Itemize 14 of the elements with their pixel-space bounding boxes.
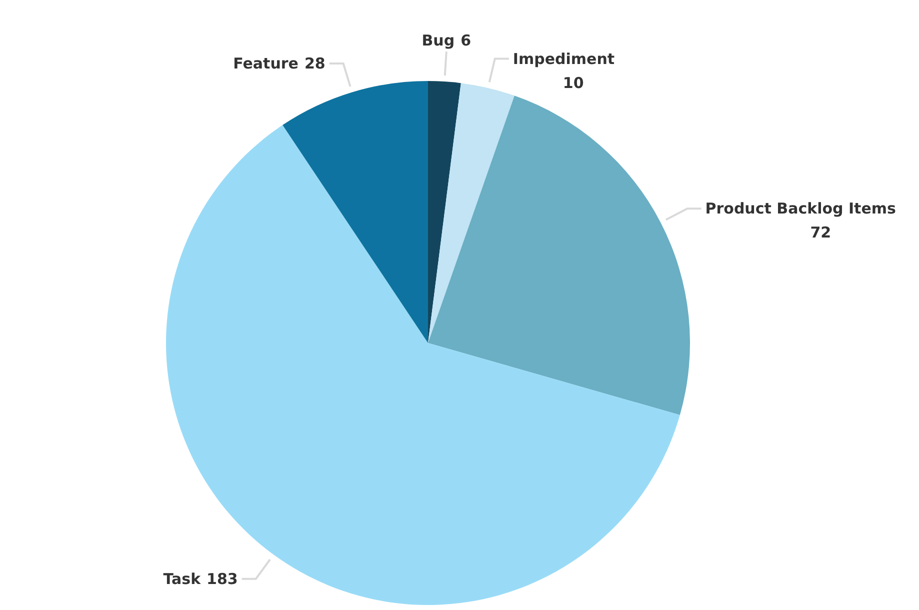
data-label: 28	[304, 54, 326, 73]
data-label: 183	[206, 570, 238, 588]
pie-slice	[428, 83, 514, 343]
data-label: 10	[562, 74, 584, 92]
slice-label: Feature	[233, 54, 298, 73]
pie-slice	[282, 81, 428, 343]
slice-label: Product Backlog Items	[705, 200, 896, 218]
pie-slice	[428, 81, 461, 343]
pie-slice	[428, 96, 690, 416]
slice-label: Task	[163, 570, 202, 588]
data-label: 6	[460, 32, 472, 50]
slice-label: Impediment	[512, 50, 615, 68]
data-label: 72	[810, 224, 832, 242]
slice-label: Bug	[422, 32, 455, 50]
